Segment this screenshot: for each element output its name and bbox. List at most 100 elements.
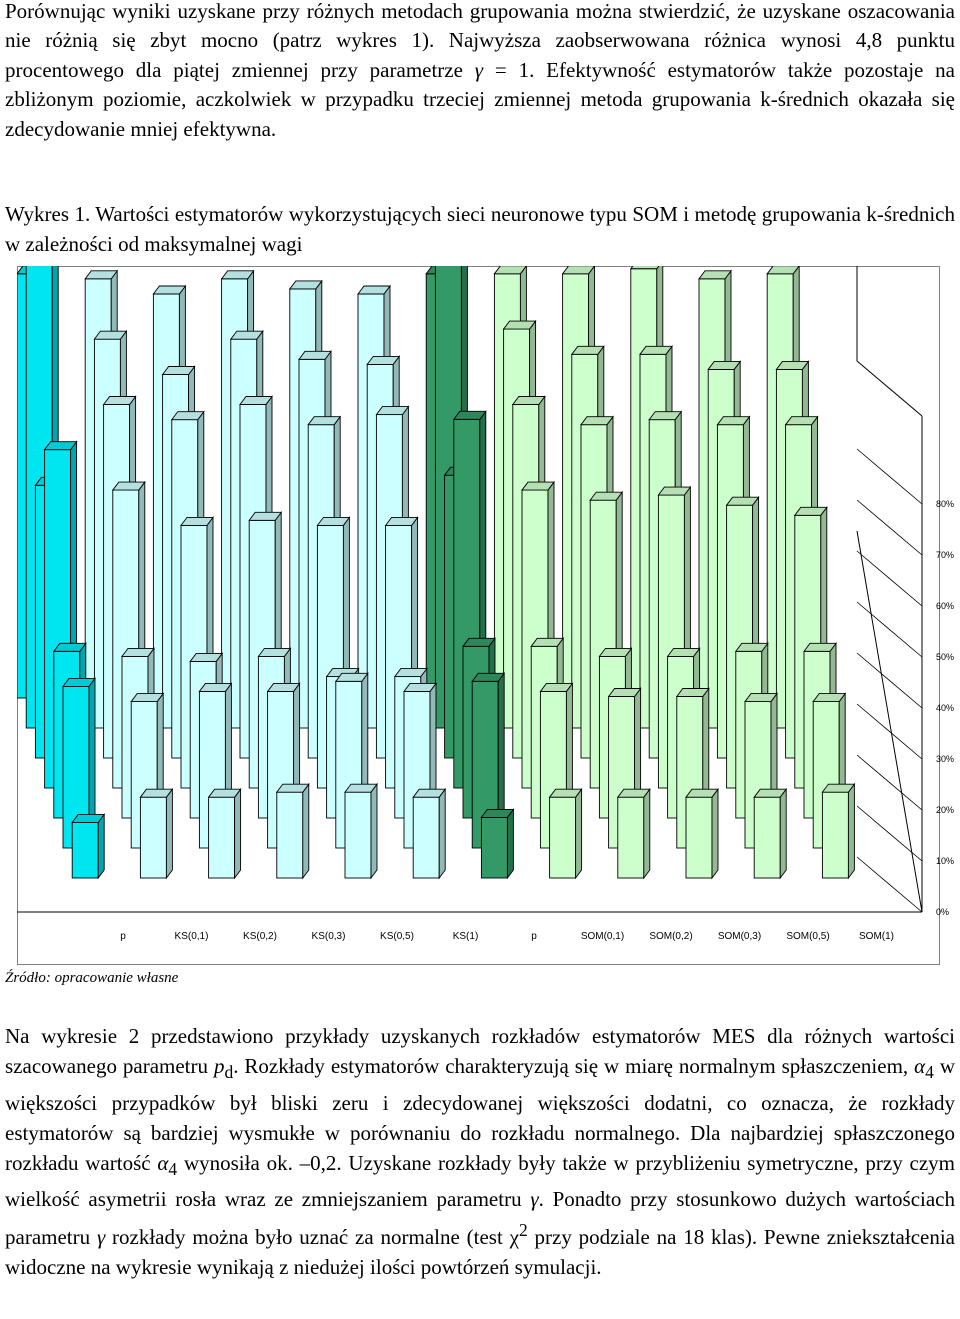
chi-symbol: χ: [509, 1224, 519, 1249]
y-tick-label: 0%: [936, 907, 949, 917]
y-tick-label: 10%: [936, 856, 954, 866]
bar-chart-3d: 0% 10% 20% 30% 40% 50% 60% 70% 80% p KS(0,1) KS(0,2…: [17, 266, 954, 965]
figure-source: Źródło: opracowanie własne: [5, 970, 179, 986]
bar-top: [548, 788, 583, 798]
bar-top: [84, 270, 119, 280]
bar-top: [43, 441, 78, 451]
body-text-1: Na wykresie 2 przedstawiono przykłady uz…: [5, 1024, 955, 1079]
bar-top: [452, 410, 487, 420]
bar-top: [775, 360, 810, 370]
bar-front: [276, 791, 304, 879]
gamma-symbol-2: γ: [530, 1187, 539, 1212]
bar-front: [412, 796, 440, 879]
gridline: [856, 703, 923, 760]
bar-top: [384, 516, 419, 526]
gridline: [856, 856, 923, 913]
bar: [275, 782, 310, 880]
bar-top: [521, 481, 555, 491]
bar-top: [570, 345, 605, 355]
body-text-6: rozkłady można było uznać za normalne (t…: [105, 1224, 510, 1249]
gridline: [856, 601, 923, 658]
gridline: [856, 499, 923, 556]
y-tick-label: 30%: [936, 754, 954, 764]
bar-top: [189, 653, 224, 662]
bar-top: [480, 808, 515, 818]
y-tick-label: 70%: [936, 550, 954, 560]
bar-top: [248, 511, 283, 521]
bar-top: [657, 486, 692, 496]
bar-side: [643, 787, 651, 880]
intro-text-1: Porównując wyniki uzyskane przy różnych …: [5, 0, 955, 82]
bar-top: [639, 345, 673, 355]
bar-side: [575, 787, 583, 880]
bar-top: [766, 266, 800, 275]
bar-top: [71, 814, 106, 823]
alpha-subscript: 4: [925, 1062, 934, 1083]
bar-side: [234, 787, 242, 880]
x-category-label: SOM(0,5): [786, 931, 829, 942]
bar: [548, 787, 583, 880]
bar-top: [462, 637, 496, 647]
chart-labels: 0% 10% 20% 30% 40% 50% 60% 70% 80% p KS(0,1) KS(0,2…: [120, 499, 954, 942]
bar-top: [307, 416, 342, 426]
x-category-label: SOM(0,1): [581, 931, 624, 942]
y-tick-label: 80%: [936, 499, 954, 509]
bar-top: [471, 672, 506, 682]
bar: [616, 787, 651, 880]
x-category-label: SOM(1): [859, 931, 894, 942]
bar-top: [366, 355, 401, 365]
bar-top: [716, 416, 751, 426]
bar-top: [334, 672, 369, 682]
bar-top: [725, 496, 760, 506]
body-text-4: wynosiła ok. –0,2. Uzyskane rozkłady był…: [5, 1151, 955, 1212]
bar-top: [675, 688, 710, 697]
x-category-label: KS(0,1): [175, 931, 209, 942]
body-paragraph: Na wykresie 2 przedstawiono przykłady uz…: [5, 1021, 955, 1282]
x-category-label: KS(0,3): [312, 931, 346, 942]
bar-top: [357, 285, 391, 295]
bar-front: [549, 796, 577, 879]
bar-front: [480, 816, 508, 879]
gamma-symbol: γ: [474, 57, 484, 82]
bar-top: [629, 266, 660, 270]
bar-side: [438, 787, 446, 880]
bar-side: [847, 782, 855, 880]
bar-top: [130, 693, 165, 702]
bar-top: [744, 693, 778, 702]
bar-front: [71, 822, 99, 879]
bar-top: [803, 642, 837, 652]
intro-text-2: = 1. Efektywność estymatorów także pozos…: [5, 57, 955, 141]
bar: [207, 787, 242, 880]
bar-top: [784, 416, 819, 426]
bar-front: [139, 796, 167, 879]
param-d: d: [224, 1062, 234, 1083]
bar-top: [666, 647, 701, 657]
bar-top: [493, 266, 527, 275]
bar-side: [779, 787, 787, 880]
gridline: [856, 652, 923, 709]
x-category-label: KS(1): [453, 931, 479, 942]
bar-top: [616, 788, 651, 798]
bar-side: [370, 782, 378, 880]
bar-top: [344, 783, 378, 793]
gridline: [856, 754, 923, 811]
chart-container: 0% 10% 20% 30% 40% 50% 60% 70% 80% p KS(0,1) KS(0,2…: [17, 266, 960, 966]
body-text-7: przy podziale na 18 klas). Pewne znieksz…: [5, 1224, 955, 1279]
bar-top: [561, 266, 596, 275]
x-category-label: SOM(0,2): [649, 931, 692, 942]
bar-top: [502, 320, 537, 330]
y-tick-label: 50%: [936, 652, 954, 662]
bar-top: [589, 491, 624, 501]
body-text-3: w większości przypadków był bliski zeru …: [5, 1054, 955, 1175]
intro-paragraph: Porównując wyniki uzyskane przy różnych …: [5, 0, 955, 144]
body-text-5: . Ponadto przy stosunkowo dużych wartośc…: [5, 1187, 955, 1249]
bar-top: [598, 647, 633, 657]
x-category-label: SOM(0,3): [718, 931, 761, 942]
bar-side: [302, 782, 310, 880]
bar-top: [403, 683, 437, 692]
bar-top: [734, 642, 769, 652]
bar-top: [316, 516, 351, 526]
bar-top: [607, 688, 642, 697]
bar-top: [93, 330, 128, 340]
x-category-label: KS(0,2): [243, 931, 277, 942]
